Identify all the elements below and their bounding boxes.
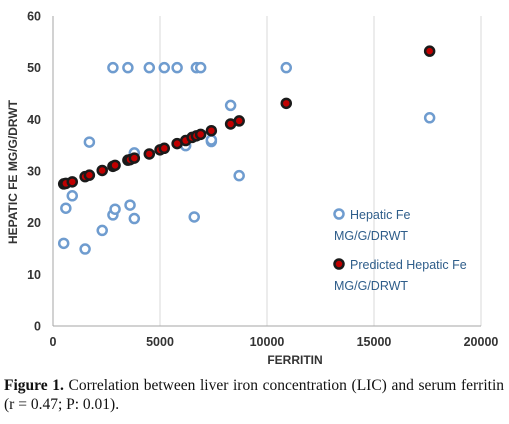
legend-item-hepatic-fe: Hepatic Fe MG/G/DRWT	[333, 208, 410, 243]
legend-label-predicted-line2: MG/G/DRWT	[334, 279, 408, 293]
x-tick-label-20000: 20000	[464, 335, 499, 349]
legend-label-predicted-line1: Predicted Hepatic Fe	[350, 258, 467, 272]
observed-point-0	[57, 237, 70, 250]
observed-point-19	[194, 61, 207, 74]
scatter-chart: 0 5000 10000 15000 20000 0 10 20 30 40 50 60 FERRIT…	[6, 10, 498, 368]
predicted-point-11	[143, 148, 156, 160]
predicted-point-2	[66, 176, 79, 188]
figure-caption-text: Correlation between liver iron concentra…	[4, 377, 504, 413]
observed-point-11	[128, 212, 141, 225]
predicted-point-18	[194, 128, 207, 141]
observed-point-15	[171, 61, 183, 74]
legend-label-hepatic-fe-line1: Hepatic Fe	[350, 208, 410, 222]
predicted-point-10	[128, 152, 141, 164]
y-tick-label-50: 50	[27, 61, 41, 75]
observed-point-14	[158, 61, 171, 74]
observed-point-23	[233, 169, 245, 182]
y-tick-label-60: 60	[27, 10, 41, 24]
legend-marker-hepatic-fe	[333, 208, 345, 220]
legend: Hepatic Fe MG/G/DRWT Predicted Hepatic F…	[333, 208, 467, 293]
predicted-point-22	[280, 97, 293, 110]
observed-point-25	[423, 112, 436, 124]
y-tick-label-40: 40	[27, 113, 41, 127]
predicted-point-7	[109, 159, 121, 172]
x-tick-label-15000: 15000	[357, 335, 392, 349]
y-tick-label-30: 30	[27, 165, 41, 179]
tick-labels: 0 5000 10000 15000 20000 0 10 20 30 40 50 60	[27, 10, 498, 350]
predicted-point-19	[205, 124, 218, 137]
y-axis-title: HEPATIC FE MG/G/DRWT	[6, 99, 20, 244]
y-tick-label-10: 10	[27, 268, 41, 282]
legend-label-hepatic-fe-line2: MG/G/DRWT	[334, 229, 408, 243]
observed-point-5	[96, 224, 108, 237]
observed-point-24	[280, 61, 293, 74]
axes	[52, 16, 481, 327]
observed-point-10	[124, 199, 136, 211]
predicted-point-5	[96, 164, 108, 177]
figure-caption: Figure 1. Correlation between liver iron…	[4, 376, 504, 414]
data-points	[57, 45, 436, 255]
observed-point-2	[66, 190, 79, 202]
predicted-point-4	[83, 169, 96, 181]
x-tick-label-5000: 5000	[146, 335, 174, 349]
grid-lines	[159, 16, 482, 326]
legend-marker-predicted	[333, 258, 345, 270]
observed-point-8	[109, 203, 121, 215]
observed-point-17	[188, 211, 200, 223]
observed-point-4	[83, 136, 96, 148]
observed-point-3	[79, 243, 91, 255]
observed-point-6	[107, 61, 119, 74]
predicted-point-23	[423, 45, 436, 57]
x-tick-label-10000: 10000	[250, 335, 285, 349]
predicted-point-21	[233, 115, 245, 127]
x-tick-label-0: 0	[50, 335, 57, 349]
observed-point-1	[60, 202, 72, 214]
figure-caption-label: Figure 1.	[4, 377, 64, 394]
y-tick-label-0: 0	[34, 320, 41, 334]
observed-point-22	[224, 99, 237, 112]
predicted-point-13	[158, 142, 171, 155]
y-tick-label-20: 20	[27, 216, 41, 230]
observed-point-9	[122, 61, 134, 74]
x-axis-title: FERRITIN	[267, 353, 322, 367]
legend-item-predicted: Predicted Hepatic Fe MG/G/DRWT	[333, 258, 467, 293]
observed-point-21	[205, 134, 218, 146]
observed-point-13	[143, 61, 156, 74]
